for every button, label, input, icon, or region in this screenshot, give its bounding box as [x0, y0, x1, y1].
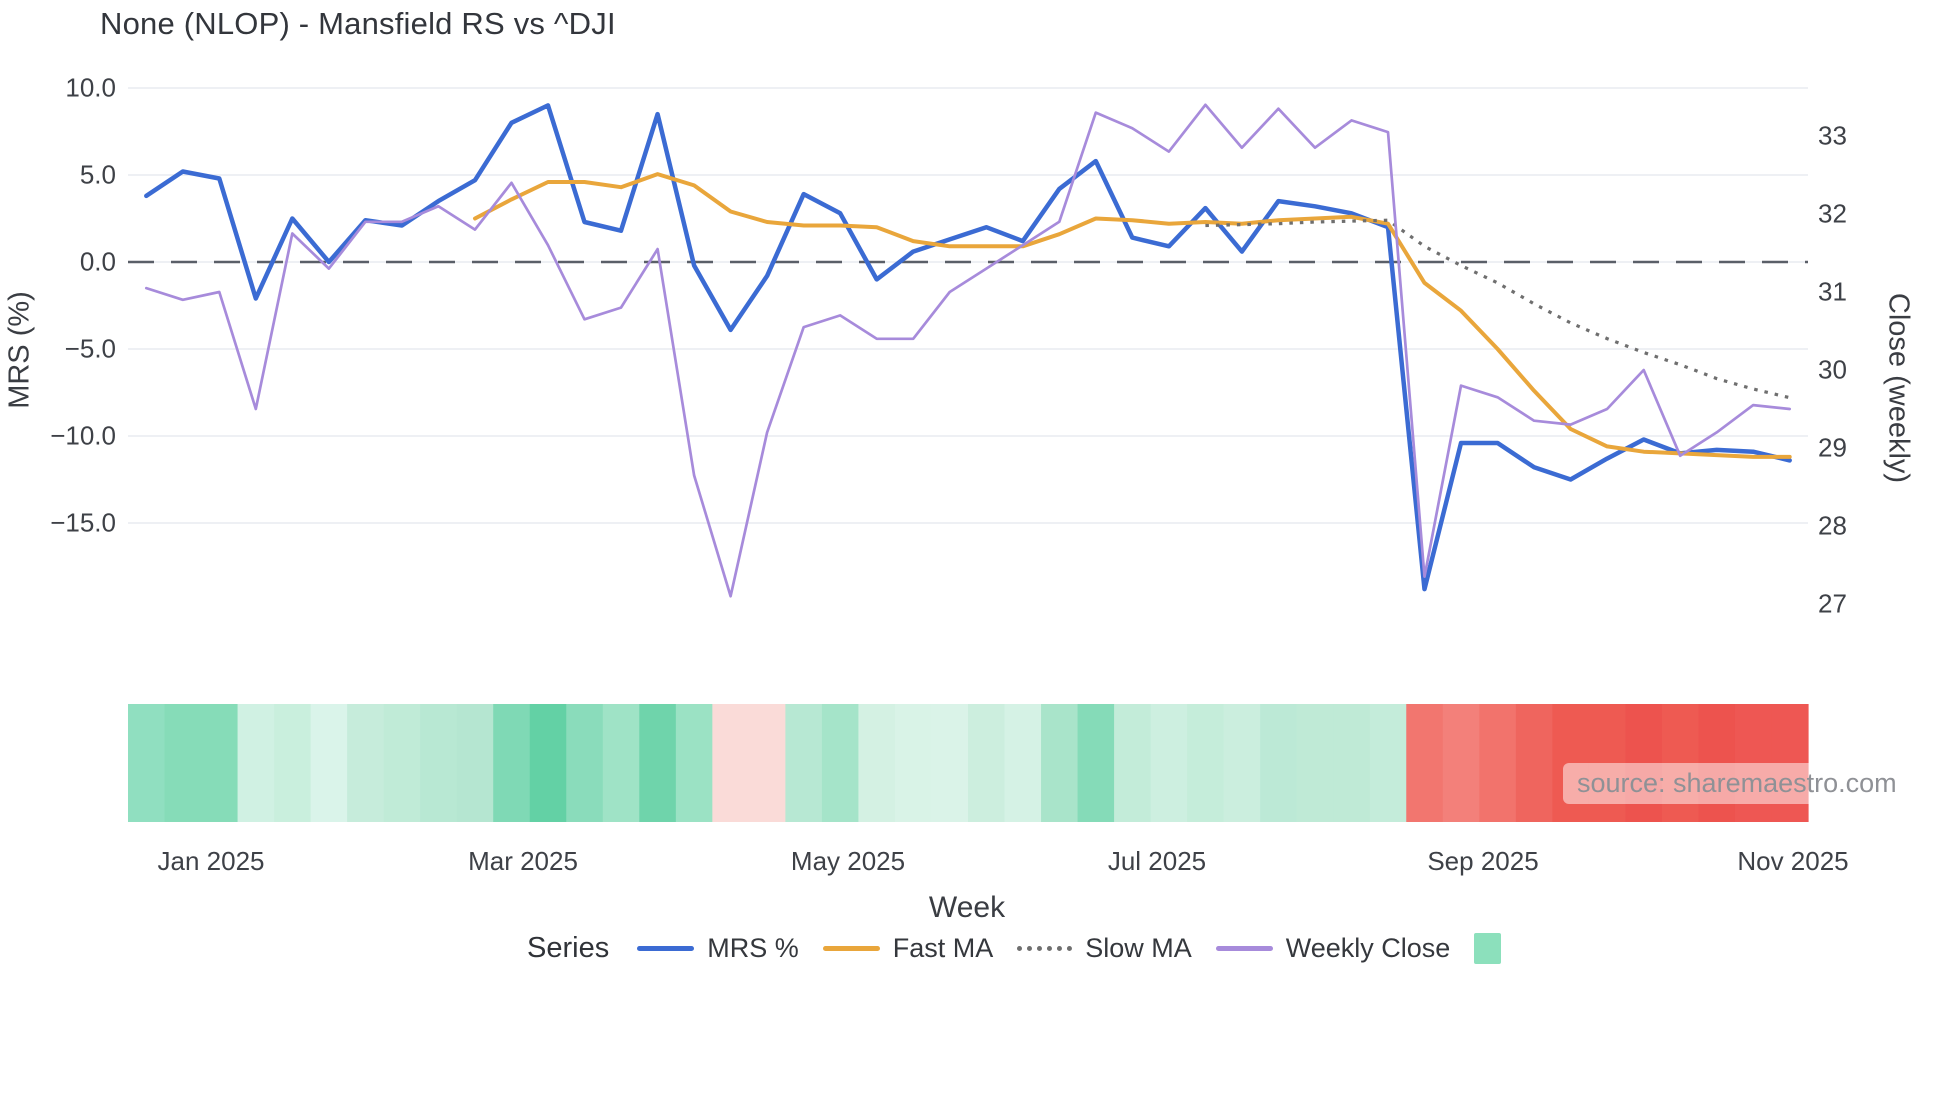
x-axis-tick-label: Nov 2025	[1737, 846, 1849, 876]
heatmap-cell	[164, 704, 202, 822]
heatmap-cell	[894, 704, 933, 822]
right-axis-tick-label: 30	[1818, 354, 1847, 385]
left-axis-tick-label: −10.0	[50, 420, 116, 451]
legend-item-label: Weekly Close	[1285, 932, 1451, 963]
right-axis-title: Close (weekly)	[1882, 292, 1915, 484]
source-watermark: source: sharemaestro.com	[1563, 763, 1911, 804]
legend-item-heatmap	[1474, 932, 1502, 964]
heatmap-cell	[128, 704, 166, 822]
legend-item-label: Slow MA	[1085, 932, 1192, 963]
left-axis-tick-label: 0.0	[79, 246, 116, 277]
fast-ma-swatch-icon	[822, 945, 880, 951]
left-axis-title: MRS (%)	[3, 291, 36, 409]
x-axis-tick-label: Jan 2025	[157, 846, 265, 876]
heatmap-cell	[712, 704, 750, 822]
x-axis-tick-label: Jul 2025	[1107, 846, 1207, 876]
heatmap-cell	[931, 704, 969, 822]
x-axis-tick-label: May 2025	[790, 846, 906, 876]
heatmap-cell	[1296, 704, 1334, 822]
heatmap-cell	[237, 704, 275, 822]
heatmap-cell	[383, 704, 421, 822]
heatmap-cell	[456, 704, 494, 822]
heatmap-cell	[347, 704, 385, 822]
x-axis-title: Week	[928, 891, 1006, 924]
heatmap-cell	[493, 704, 531, 822]
mrs--swatch-icon	[637, 945, 695, 951]
legend-item-mrs-: MRS %	[637, 933, 799, 964]
right-axis-tick-label: 28	[1818, 510, 1847, 541]
left-axis-tick-label: 5.0	[79, 159, 116, 190]
heatmap-cell	[1004, 704, 1042, 822]
right-axis-tick-label: 33	[1818, 120, 1847, 151]
series-line-mrs	[144, 103, 1792, 592]
heatmap-cell	[274, 704, 312, 822]
heatmap-cell	[1442, 704, 1480, 822]
right-axis-tick-label: 32	[1818, 198, 1847, 229]
legend-title: Series	[527, 931, 610, 964]
legend-item-label: Fast MA	[892, 932, 994, 963]
x-axis-tick-label: Mar 2025	[468, 846, 578, 876]
heatmap-cell	[602, 704, 640, 822]
weekly-close-swatch-icon	[1215, 945, 1273, 951]
legend-item-weekly-close: Weekly Close	[1215, 932, 1451, 964]
legend-item-slow-ma: Slow MA	[1017, 933, 1192, 964]
heatmap-cell	[1406, 704, 1444, 822]
heatmap-cell	[1223, 704, 1261, 822]
heatmap-cell	[1369, 704, 1407, 822]
series-line-weekly-close	[144, 103, 1792, 598]
heatmap-cell	[1114, 704, 1152, 822]
left-axis-tick-label: 10.0	[65, 72, 116, 103]
heatmap-cell	[675, 704, 713, 822]
heatmap-cell	[1479, 704, 1517, 822]
series-line-slow-ma	[1205, 218, 1791, 400]
series-line-fast-ma	[473, 172, 1792, 459]
right-axis-tick-label: 29	[1818, 432, 1847, 463]
left-axis-tick-label: −5.0	[64, 333, 116, 364]
heatmap-cell	[201, 704, 239, 822]
heatmap-cell	[1187, 704, 1225, 822]
heatmap-cell	[639, 704, 677, 822]
heatmap-cell	[1515, 704, 1553, 822]
legend-item-fast-ma: Fast MA	[822, 932, 994, 964]
heatmap-cell	[748, 704, 786, 822]
right-axis-tick-label: 27	[1818, 588, 1847, 619]
heatmap-cell	[566, 704, 604, 822]
heatmap-cell	[1260, 704, 1298, 822]
heatmap-cell	[529, 704, 567, 822]
heatmap-cell	[1041, 704, 1079, 822]
heatmap-cell	[1333, 704, 1371, 822]
heatmap-swatch-icon	[1474, 932, 1502, 964]
heatmap-cell	[420, 704, 458, 822]
legend: Series MRS % Fast MA Slow MA Weekly Close	[527, 931, 1502, 965]
heatmap-cell	[821, 704, 860, 822]
right-axis-tick-label: 31	[1818, 276, 1847, 307]
slow-ma-swatch-icon	[1017, 945, 1073, 951]
heatmap-cell	[858, 704, 896, 822]
heatmap-cell	[968, 704, 1006, 822]
legend-item-label: MRS %	[707, 932, 799, 963]
heatmap-cell	[310, 704, 348, 822]
x-axis-tick-label: Sep 2025	[1427, 846, 1539, 876]
heatmap-cell	[1077, 704, 1115, 822]
chart-title: None (NLOP) - Mansfield RS vs ^DJI	[100, 6, 616, 41]
left-axis-tick-label: −15.0	[50, 507, 116, 538]
heatmap-cell	[785, 704, 823, 822]
heatmap-cell	[1150, 704, 1188, 822]
